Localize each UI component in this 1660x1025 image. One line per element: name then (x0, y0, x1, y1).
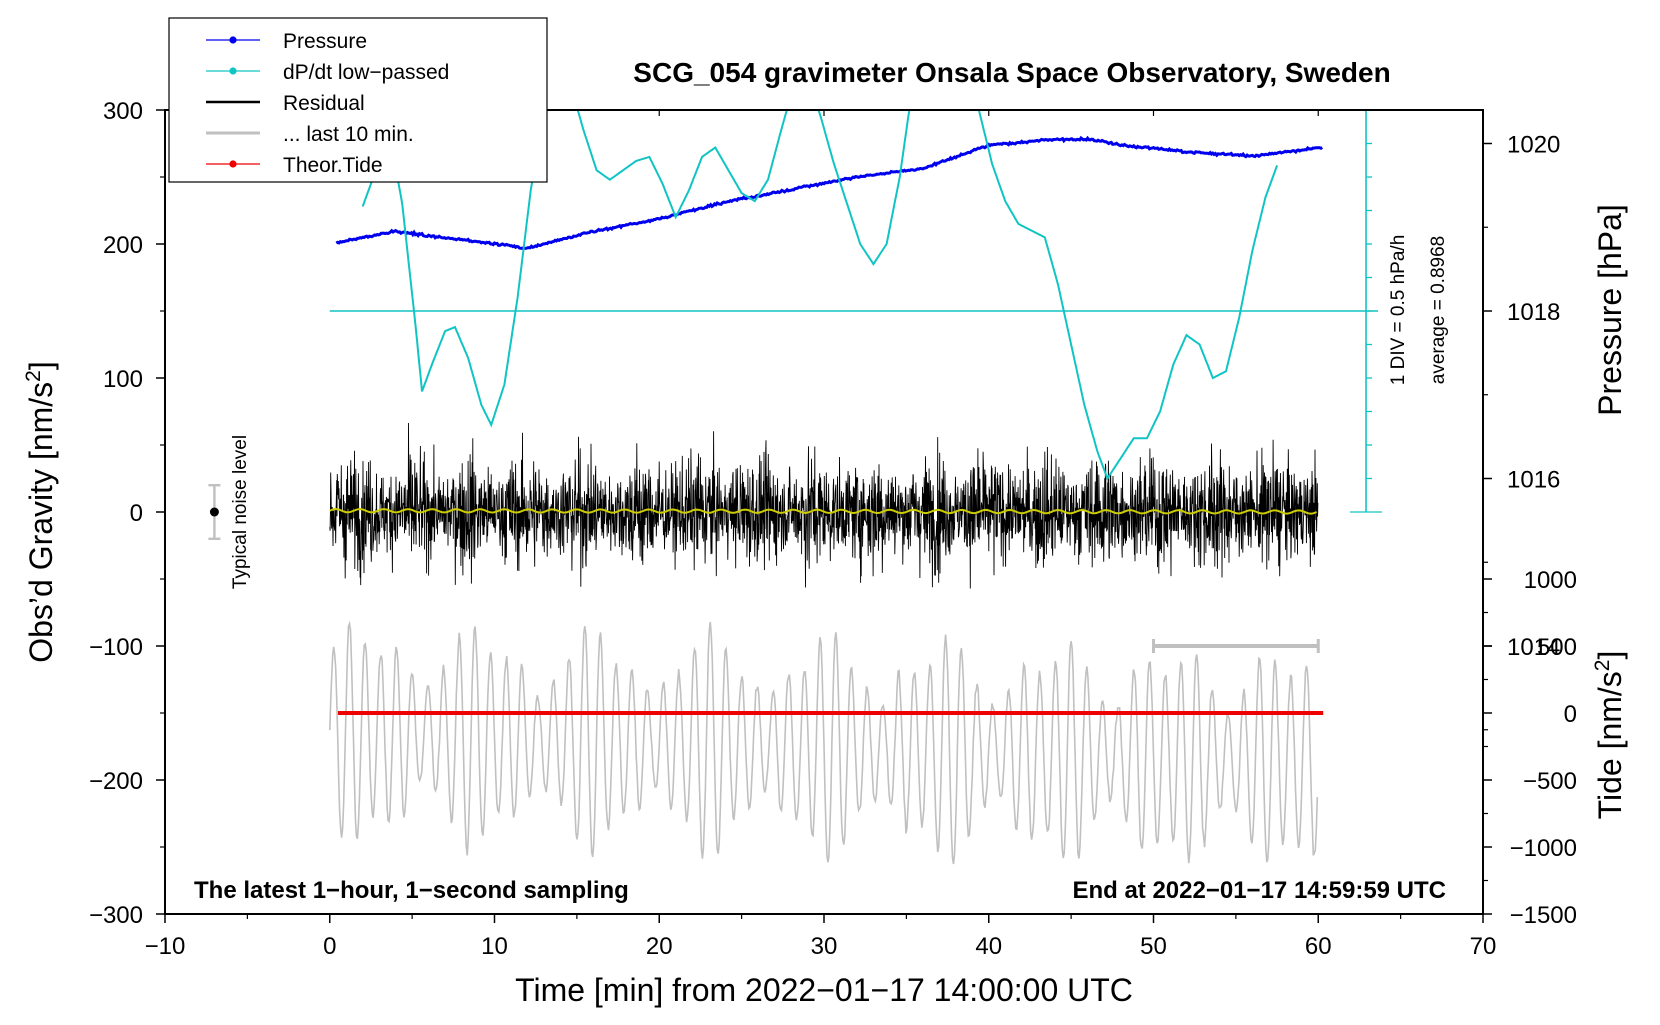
legend-item-pressure: Pressure (206, 30, 367, 53)
dpdt-scale-layer (329, 109, 1383, 513)
x-tick-label: 70 (1470, 933, 1497, 960)
legend: Pressure dP/dt low−passed Residual ... l… (168, 17, 548, 183)
y-tick-label: −200 (89, 768, 143, 795)
div-label: 1 DIV = 0.5 hPa/h (1388, 235, 1409, 386)
y-tick-label: 300 (103, 98, 143, 125)
pressure-tick-label: 1016 (1507, 467, 1560, 494)
average-label: average = 0.8968 (1428, 236, 1449, 384)
tide-axis-title: Tide [nm/s2] (1591, 651, 1628, 820)
annotation-marks-layer (208, 484, 1320, 653)
residual-series-layer (329, 422, 1319, 589)
legend-label-pressure: Pressure (283, 30, 367, 53)
legend-item-tide: Theor.Tide (206, 154, 383, 177)
end-time-note: End at 2022−01−17 14:59:59 UTC (1072, 877, 1446, 904)
y-axis-title: Obs’d Gravity [nm/s2] (22, 361, 59, 663)
residual-line (329, 422, 1319, 589)
x-tick-label: 20 (646, 933, 673, 960)
tide-tick-label: 500 (1537, 634, 1577, 661)
residual-mean-line (329, 508, 1317, 515)
tide-tick-label: 1000 (1524, 567, 1577, 594)
pressure-axis-title: Pressure [hPa] (1592, 204, 1628, 416)
pressure-line (335, 135, 1324, 250)
noise-level-label: Typical noise level (230, 435, 251, 589)
legend-item-residual: Residual (206, 92, 365, 115)
last10-series-layer (329, 620, 1319, 865)
legend-box (168, 17, 548, 183)
x-tick-label: 0 (323, 933, 336, 960)
x-axis-title: Time [min] from 2022−01−17 14:00:00 UTC (515, 972, 1133, 1008)
x-tick-label: 60 (1305, 933, 1332, 960)
dpdt-line (361, 110, 1279, 481)
tide-tick-label: −500 (1523, 768, 1577, 795)
noise-bar-dot (209, 507, 219, 517)
legend-label-residual: Residual (283, 92, 365, 115)
tide-tick-label: 0 (1564, 701, 1577, 728)
legend-marker-dpdt (229, 67, 237, 75)
pressure-tick-label: 1018 (1507, 299, 1560, 326)
legend-label-last10: ... last 10 min. (283, 123, 414, 146)
y-tick-label: 100 (103, 366, 143, 393)
legend-label-dpdt: dP/dt low−passed (283, 61, 449, 84)
x-tick-label: 30 (811, 933, 838, 960)
last10-line (329, 620, 1319, 865)
y-tick-label: 0 (130, 500, 143, 527)
y-tick-label: −100 (89, 634, 143, 661)
x-tick-label: 40 (975, 933, 1002, 960)
pressure-series-layer (335, 135, 1324, 250)
x-tick-label: −10 (145, 933, 186, 960)
pressure-tick-label: 1014 (1507, 634, 1560, 661)
sampling-note: The latest 1−hour, 1−second sampling (194, 877, 629, 904)
residual-mean-layer (329, 508, 1317, 515)
x-tick-label: 50 (1140, 933, 1167, 960)
y-tick-label: 200 (103, 232, 143, 259)
legend-marker-tide (229, 160, 237, 168)
x-tick-label: 10 (481, 933, 508, 960)
tide-tick-label: −1500 (1510, 902, 1577, 929)
dpdt-series-layer (361, 110, 1279, 481)
chart-title: SCG_054 gravimeter Onsala Space Observat… (633, 57, 1390, 88)
legend-item-dpdt: dP/dt low−passed (206, 61, 449, 84)
legend-item-last10: ... last 10 min. (206, 123, 414, 146)
pressure-tick-label: 1020 (1507, 132, 1560, 159)
axes-layer: −10 0 10 20 30 40 50 60 70−300−200−1000100200300… (89, 98, 1577, 960)
tide-tick-label: −1000 (1510, 835, 1577, 862)
legend-marker-pressure (229, 36, 237, 44)
y-tick-label: −300 (89, 902, 143, 929)
legend-label-tide: Theor.Tide (283, 154, 383, 177)
